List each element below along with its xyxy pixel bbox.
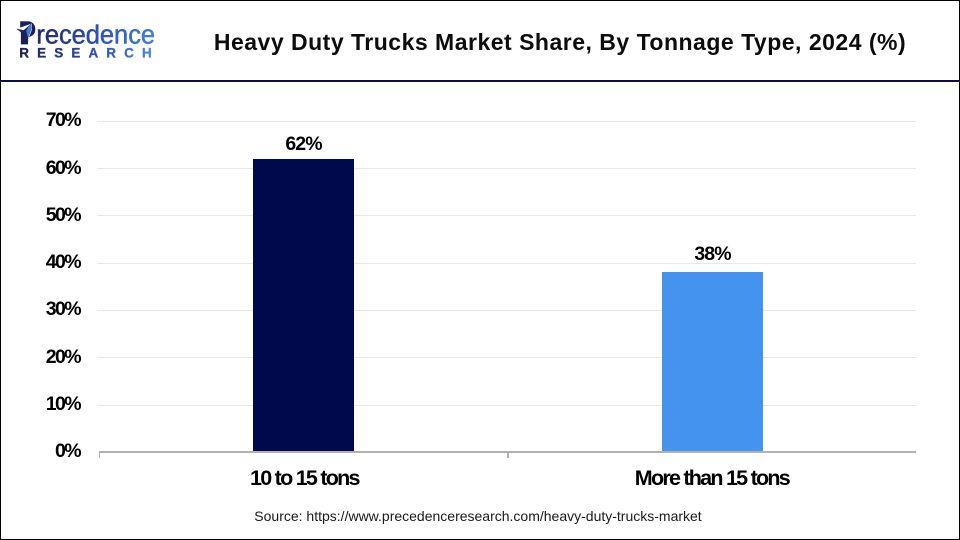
svg-text:recedence: recedence bbox=[36, 22, 155, 50]
svg-text:RESEARCH: RESEARCH bbox=[19, 45, 160, 60]
